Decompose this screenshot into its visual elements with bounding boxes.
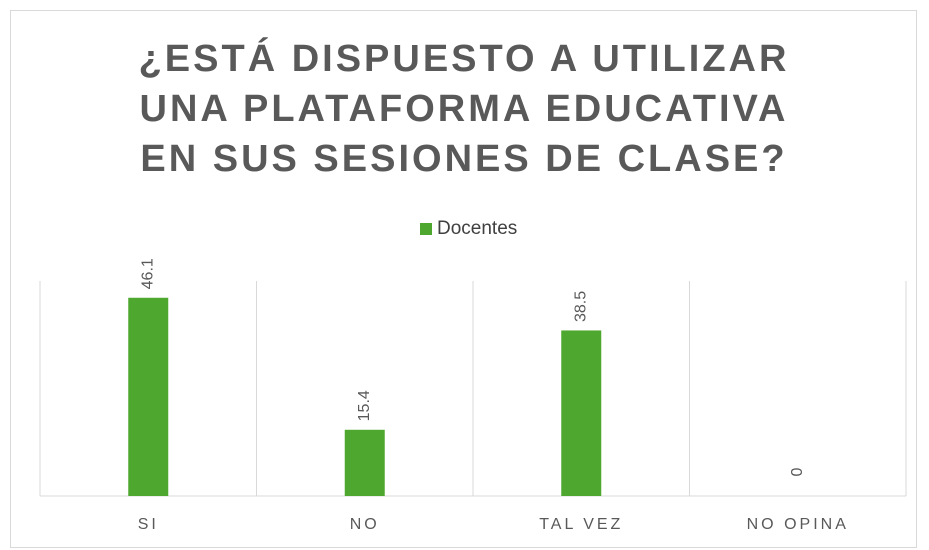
bar: [561, 330, 602, 496]
data-label: 46.1: [139, 258, 156, 289]
x-tick-label: NO: [350, 516, 380, 533]
x-tick-label: NO OPINA: [747, 516, 849, 533]
bar: [128, 297, 169, 496]
data-label: 38.5: [572, 291, 589, 322]
legend-swatch: [420, 223, 432, 235]
data-label: 0: [789, 467, 806, 476]
chart-title: ¿ESTÁ DISPUESTO A UTILIZAR UNA PLATAFORM…: [138, 38, 790, 180]
x-tick-label: SI: [138, 516, 159, 533]
legend-label: Docentes: [437, 218, 517, 239]
data-label: 15.4: [356, 390, 373, 421]
x-tick-label: TAL VEZ: [539, 516, 623, 533]
chart-frame: [10, 10, 917, 548]
bar: [344, 429, 385, 496]
